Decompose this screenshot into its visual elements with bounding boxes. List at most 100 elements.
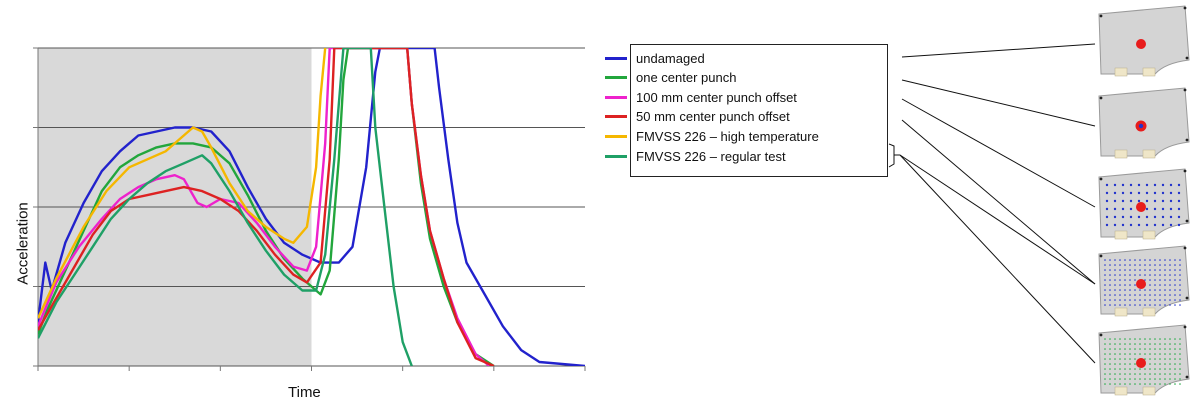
impact-dot (1109, 284, 1111, 286)
impact-dot (1105, 183, 1109, 187)
impact-dot (1124, 289, 1126, 291)
impact-dot (1104, 353, 1106, 355)
impact-dot (1121, 223, 1125, 227)
impact-dot (1179, 284, 1181, 286)
impact-dot (1164, 259, 1166, 261)
impact-dot (1114, 358, 1116, 360)
y-axis-label: Acceleration (14, 202, 32, 285)
legend-label: one center punch (636, 70, 737, 85)
impact-dot (1119, 338, 1121, 340)
impact-dot (1129, 368, 1131, 370)
impact-dot (1113, 215, 1117, 219)
impact-dot (1145, 223, 1149, 227)
impact-dot (1174, 338, 1176, 340)
impact-dot (1134, 264, 1136, 266)
impact-dot (1144, 269, 1146, 271)
impact-point (1136, 279, 1146, 289)
impact-dot (1105, 215, 1109, 219)
impact-dot (1169, 215, 1173, 219)
impact-dot (1109, 353, 1111, 355)
impact-dot (1145, 199, 1149, 203)
impact-dot (1134, 378, 1136, 380)
impact-dot (1179, 383, 1181, 385)
impact-dot (1179, 343, 1181, 345)
impact-dot (1109, 289, 1111, 291)
impact-dot (1121, 183, 1125, 187)
impact-dot (1169, 183, 1173, 187)
impact-dot (1164, 264, 1166, 266)
panel-mount (1114, 230, 1128, 240)
impact-dot (1124, 304, 1126, 306)
panel-corner (1185, 375, 1189, 379)
legend-swatch (605, 155, 627, 158)
impact-dot (1149, 358, 1151, 360)
impact-dot (1134, 269, 1136, 271)
impact-dot (1138, 123, 1144, 129)
impact-dot (1159, 373, 1161, 375)
impact-point (1136, 39, 1146, 49)
impact-dot (1129, 348, 1131, 350)
impact-dot (1113, 207, 1117, 211)
impact-dot (1169, 223, 1173, 227)
panel-image (1098, 5, 1190, 77)
impact-dot (1149, 304, 1151, 306)
impact-dot (1114, 348, 1116, 350)
connector-line (901, 43, 1096, 58)
impact-dot (1179, 373, 1181, 375)
impact-dot (1161, 191, 1165, 195)
impact-dot (1154, 304, 1156, 306)
impact-dot (1137, 191, 1141, 195)
impact-dot (1179, 264, 1181, 266)
impact-dot (1144, 373, 1146, 375)
impact-dot (1159, 383, 1161, 385)
impact-dot (1169, 191, 1173, 195)
impact-dot (1164, 269, 1166, 271)
panel-mount (1114, 67, 1128, 77)
impact-dot (1124, 269, 1126, 271)
impact-dot (1109, 294, 1111, 296)
impact-dot (1169, 259, 1171, 261)
impact-dot (1149, 284, 1151, 286)
impact-dot (1134, 363, 1136, 365)
impact-dot (1104, 373, 1106, 375)
impact-dot (1113, 183, 1117, 187)
impact-dot (1159, 348, 1161, 350)
panel-mount (1114, 307, 1128, 317)
impact-dot (1174, 363, 1176, 365)
impact-dot (1149, 373, 1151, 375)
impact-dot (1139, 289, 1141, 291)
impact-dot (1153, 191, 1157, 195)
impact-dot (1149, 348, 1151, 350)
impact-dot (1124, 343, 1126, 345)
impact-dot (1159, 289, 1161, 291)
impact-dot (1177, 223, 1181, 227)
connector-line (899, 154, 1096, 364)
impact-dot (1137, 183, 1141, 187)
impact-dot (1129, 363, 1131, 365)
impact-dot (1121, 199, 1125, 203)
legend-label: FMVSS 226 – regular test (636, 149, 786, 164)
panel-corner (1185, 219, 1189, 223)
impact-dot (1109, 383, 1111, 385)
impact-dot (1124, 274, 1126, 276)
impact-dot (1154, 353, 1156, 355)
impact-dot (1104, 348, 1106, 350)
impact-dot (1109, 343, 1111, 345)
impact-dot (1169, 299, 1171, 301)
impact-dot (1114, 368, 1116, 370)
impact-dot (1114, 383, 1116, 385)
impact-dot (1129, 269, 1131, 271)
impact-dot (1174, 259, 1176, 261)
impact-dot (1144, 368, 1146, 370)
impact-dot (1169, 269, 1171, 271)
impact-dot (1109, 368, 1111, 370)
impact-dot (1139, 353, 1141, 355)
impact-dot (1153, 207, 1157, 211)
impact-dot (1164, 358, 1166, 360)
impact-dot (1159, 368, 1161, 370)
impact-dot (1174, 373, 1176, 375)
impact-dot (1169, 304, 1171, 306)
impact-dot (1169, 279, 1171, 281)
impact-dot (1121, 215, 1125, 219)
impact-dot (1114, 338, 1116, 340)
